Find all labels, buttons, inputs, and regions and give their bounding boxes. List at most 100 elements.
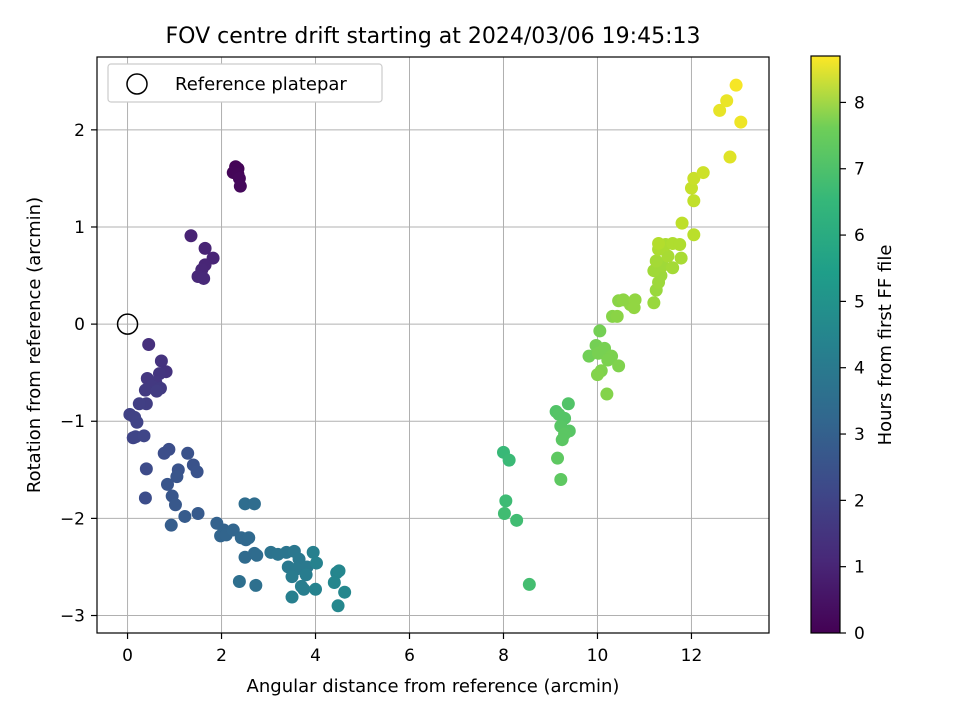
data-point (306, 545, 320, 559)
x-tick-label: 0 (122, 646, 133, 666)
y-tick-label: 0 (74, 315, 85, 335)
colorbar-ticks: 0 1 2 3 4 5 6 7 8 (840, 93, 865, 644)
data-point (666, 261, 680, 275)
reference-marker (116, 313, 139, 335)
data-point (661, 249, 675, 263)
data-point (247, 497, 261, 511)
data-point (299, 568, 313, 582)
y-tick-label: 2 (74, 121, 85, 141)
y-tick-label: −2 (60, 509, 85, 529)
x-tick-label: 12 (681, 646, 703, 666)
data-point (331, 599, 345, 613)
data-point (601, 353, 615, 367)
data-point (674, 251, 688, 265)
colorbar-tick-label: 5 (854, 292, 865, 312)
colorbar-tick-label: 4 (854, 359, 865, 379)
data-point (332, 564, 346, 578)
data-point (590, 368, 604, 382)
data-point (499, 494, 513, 508)
data-point (132, 397, 146, 411)
data-point (139, 462, 153, 476)
x-tick-label: 4 (310, 646, 321, 666)
data-point (232, 575, 246, 589)
data-point (168, 498, 182, 512)
data-point (157, 446, 171, 460)
x-tick-label: 8 (498, 646, 509, 666)
y-axis-ticks: −3 −2 −1 0 1 2 (60, 121, 97, 627)
data-point (181, 446, 195, 460)
data-point (612, 359, 626, 373)
data-point (713, 103, 727, 117)
data-point (130, 415, 144, 429)
colorbar-tick-label: 8 (854, 93, 865, 113)
data-point (137, 429, 151, 443)
colorbar-tick-label: 1 (854, 558, 865, 578)
data-point (647, 296, 661, 310)
data-point (285, 570, 299, 584)
data-point (178, 509, 192, 523)
data-point (555, 433, 569, 447)
data-point (150, 384, 164, 398)
data-point (309, 556, 323, 570)
x-tick-label: 2 (216, 646, 227, 666)
data-points (123, 78, 748, 613)
data-point (238, 497, 252, 511)
colorbar-tick-label: 0 (854, 624, 865, 644)
chart-title: FOV centre drift starting at 2024/03/06 … (166, 24, 701, 49)
x-axis-ticks: 0 2 4 6 8 10 12 (122, 633, 702, 666)
colorbar-tick-label: 2 (854, 491, 865, 511)
colorbar-gradient (810, 55, 841, 634)
legend-marker (126, 73, 148, 95)
data-point (554, 473, 568, 487)
data-point (327, 575, 341, 589)
data-point (687, 228, 701, 242)
data-point (138, 491, 152, 505)
data-point (675, 216, 689, 230)
data-point (154, 354, 168, 368)
x-axis-label: Angular distance from reference (arcmin) (247, 676, 620, 697)
data-point (285, 590, 299, 604)
legend-box (107, 63, 383, 103)
data-point (551, 451, 565, 465)
data-point (233, 179, 247, 193)
data-point (292, 552, 306, 566)
data-point (510, 513, 524, 527)
data-point (249, 578, 263, 592)
data-point (502, 453, 516, 467)
data-point (600, 387, 614, 401)
data-point (610, 309, 624, 323)
data-point (734, 115, 748, 129)
y-tick-label: 1 (74, 218, 85, 238)
data-point (190, 465, 204, 479)
y-axis-label: Rotation from reference (arcmin) (24, 197, 45, 493)
data-point (138, 383, 152, 397)
data-point (160, 477, 174, 491)
colorbar-tick-label: 6 (854, 226, 865, 246)
data-point (522, 577, 536, 591)
data-point (250, 548, 264, 562)
legend: Reference platepar (107, 63, 383, 103)
data-point (687, 171, 701, 185)
data-point (164, 518, 178, 532)
data-point (198, 241, 212, 255)
data-point (696, 166, 710, 180)
data-point (649, 254, 663, 268)
colorbar: 0 1 2 3 4 5 6 7 8 Hours from first FF file (810, 55, 896, 644)
data-point (142, 338, 156, 352)
legend-label: Reference platepar (175, 74, 347, 95)
y-tick-label: −3 (60, 607, 85, 627)
data-point (673, 237, 687, 251)
plot-frame (96, 56, 770, 634)
data-point (652, 236, 666, 250)
data-point (184, 229, 198, 243)
data-point (309, 582, 323, 596)
data-point (684, 181, 698, 195)
data-point (191, 507, 205, 521)
data-point (729, 78, 743, 92)
grid (97, 57, 769, 633)
colorbar-label: Hours from first FF file (875, 245, 896, 446)
data-point (627, 301, 641, 315)
y-tick-label: −1 (60, 412, 85, 432)
